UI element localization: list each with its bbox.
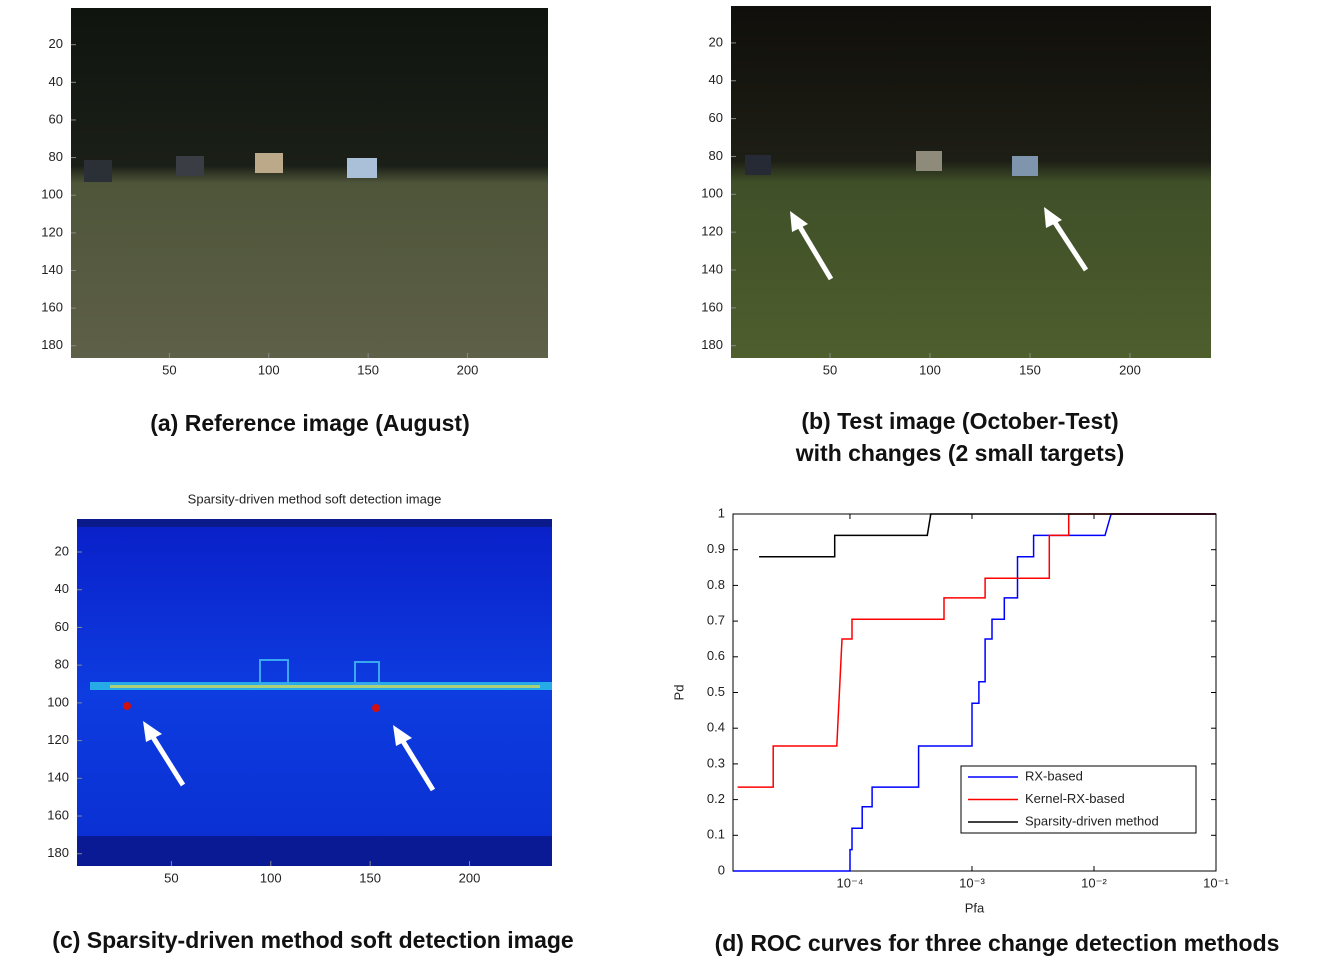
y-axis-label: Pd bbox=[671, 685, 686, 701]
y-tick-label: 120 bbox=[41, 224, 63, 239]
x-tick-label: 200 bbox=[459, 870, 481, 885]
x-tick-label: 50 bbox=[162, 362, 176, 377]
caption: (b) Test image (October-Test) bbox=[801, 408, 1118, 434]
y-tick-label: 0.4 bbox=[707, 720, 725, 735]
x-tick-label: 50 bbox=[164, 870, 178, 885]
y-tick-label: 100 bbox=[701, 186, 723, 201]
caption: (a) Reference image (August) bbox=[150, 410, 470, 436]
y-tick-label: 0 bbox=[718, 862, 725, 877]
caption: (d) ROC curves for three change detectio… bbox=[715, 930, 1280, 956]
x-tick-label: 100 bbox=[258, 362, 280, 377]
y-tick-label: 0.7 bbox=[707, 613, 725, 628]
caption: (c) Sparsity-driven method soft detectio… bbox=[52, 927, 573, 953]
y-tick-label: 20 bbox=[49, 36, 63, 51]
roc-curve bbox=[759, 513, 1216, 558]
x-tick-label: 50 bbox=[823, 362, 837, 377]
y-tick-label: 140 bbox=[701, 261, 723, 276]
legend-label: Sparsity-driven method bbox=[1025, 813, 1159, 828]
y-tick-label: 0.1 bbox=[707, 827, 725, 842]
x-tick-label: 150 bbox=[1019, 362, 1041, 377]
y-tick-label: 60 bbox=[49, 111, 63, 126]
y-tick-label: 100 bbox=[41, 187, 63, 202]
y-tick-label: 180 bbox=[701, 337, 723, 352]
legend-label: Kernel-RX-based bbox=[1025, 791, 1125, 806]
x-tick-label: 150 bbox=[357, 362, 379, 377]
y-tick-label: 180 bbox=[47, 845, 69, 860]
x-tick-label: 10⁻² bbox=[1081, 875, 1107, 890]
y-tick-label: 60 bbox=[709, 110, 723, 125]
y-tick-label: 0.9 bbox=[707, 541, 725, 556]
x-axis-label: Pfa bbox=[965, 900, 985, 915]
y-tick-label: 160 bbox=[701, 299, 723, 314]
y-tick-label: 140 bbox=[47, 770, 69, 785]
x-tick-label: 10⁻³ bbox=[959, 875, 985, 890]
y-tick-label: 80 bbox=[55, 657, 69, 672]
y-tick-label: 160 bbox=[41, 300, 63, 315]
y-tick-label: 80 bbox=[49, 149, 63, 164]
y-tick-label: 40 bbox=[49, 74, 63, 89]
x-tick-label: 10⁻¹ bbox=[1203, 875, 1229, 890]
y-tick-label: 0.8 bbox=[707, 577, 725, 592]
y-tick-label: 140 bbox=[41, 262, 63, 277]
y-tick-label: 40 bbox=[709, 72, 723, 87]
y-tick-label: 40 bbox=[55, 581, 69, 596]
y-tick-label: 80 bbox=[709, 148, 723, 163]
y-tick-label: 100 bbox=[47, 694, 69, 709]
y-tick-label: 180 bbox=[41, 337, 63, 352]
x-tick-label: 100 bbox=[919, 362, 941, 377]
y-tick-label: 120 bbox=[47, 732, 69, 747]
chart-title: Sparsity-driven method soft detection im… bbox=[188, 491, 442, 506]
x-tick-label: 200 bbox=[457, 362, 479, 377]
reference-image bbox=[71, 8, 548, 358]
detection-image bbox=[77, 519, 552, 866]
y-tick-label: 60 bbox=[55, 619, 69, 634]
x-tick-label: 150 bbox=[359, 870, 381, 885]
y-tick-label: 0.6 bbox=[707, 648, 725, 663]
x-tick-label: 200 bbox=[1119, 362, 1141, 377]
y-tick-label: 120 bbox=[701, 224, 723, 239]
y-tick-label: 20 bbox=[55, 543, 69, 558]
x-tick-label: 100 bbox=[260, 870, 282, 885]
y-tick-label: 20 bbox=[709, 34, 723, 49]
roc-curve bbox=[737, 513, 1216, 788]
y-tick-label: 0.5 bbox=[707, 684, 725, 699]
x-tick-label: 10⁻⁴ bbox=[837, 875, 864, 890]
legend-label: RX-based bbox=[1025, 768, 1083, 783]
roc-curve bbox=[733, 513, 1216, 872]
y-tick-label: 0.3 bbox=[707, 755, 725, 770]
y-tick-label: 160 bbox=[47, 807, 69, 822]
y-tick-label: 1 bbox=[718, 505, 725, 520]
y-tick-label: 0.2 bbox=[707, 791, 725, 806]
caption: with changes (2 small targets) bbox=[795, 440, 1124, 466]
test-image bbox=[731, 6, 1211, 358]
